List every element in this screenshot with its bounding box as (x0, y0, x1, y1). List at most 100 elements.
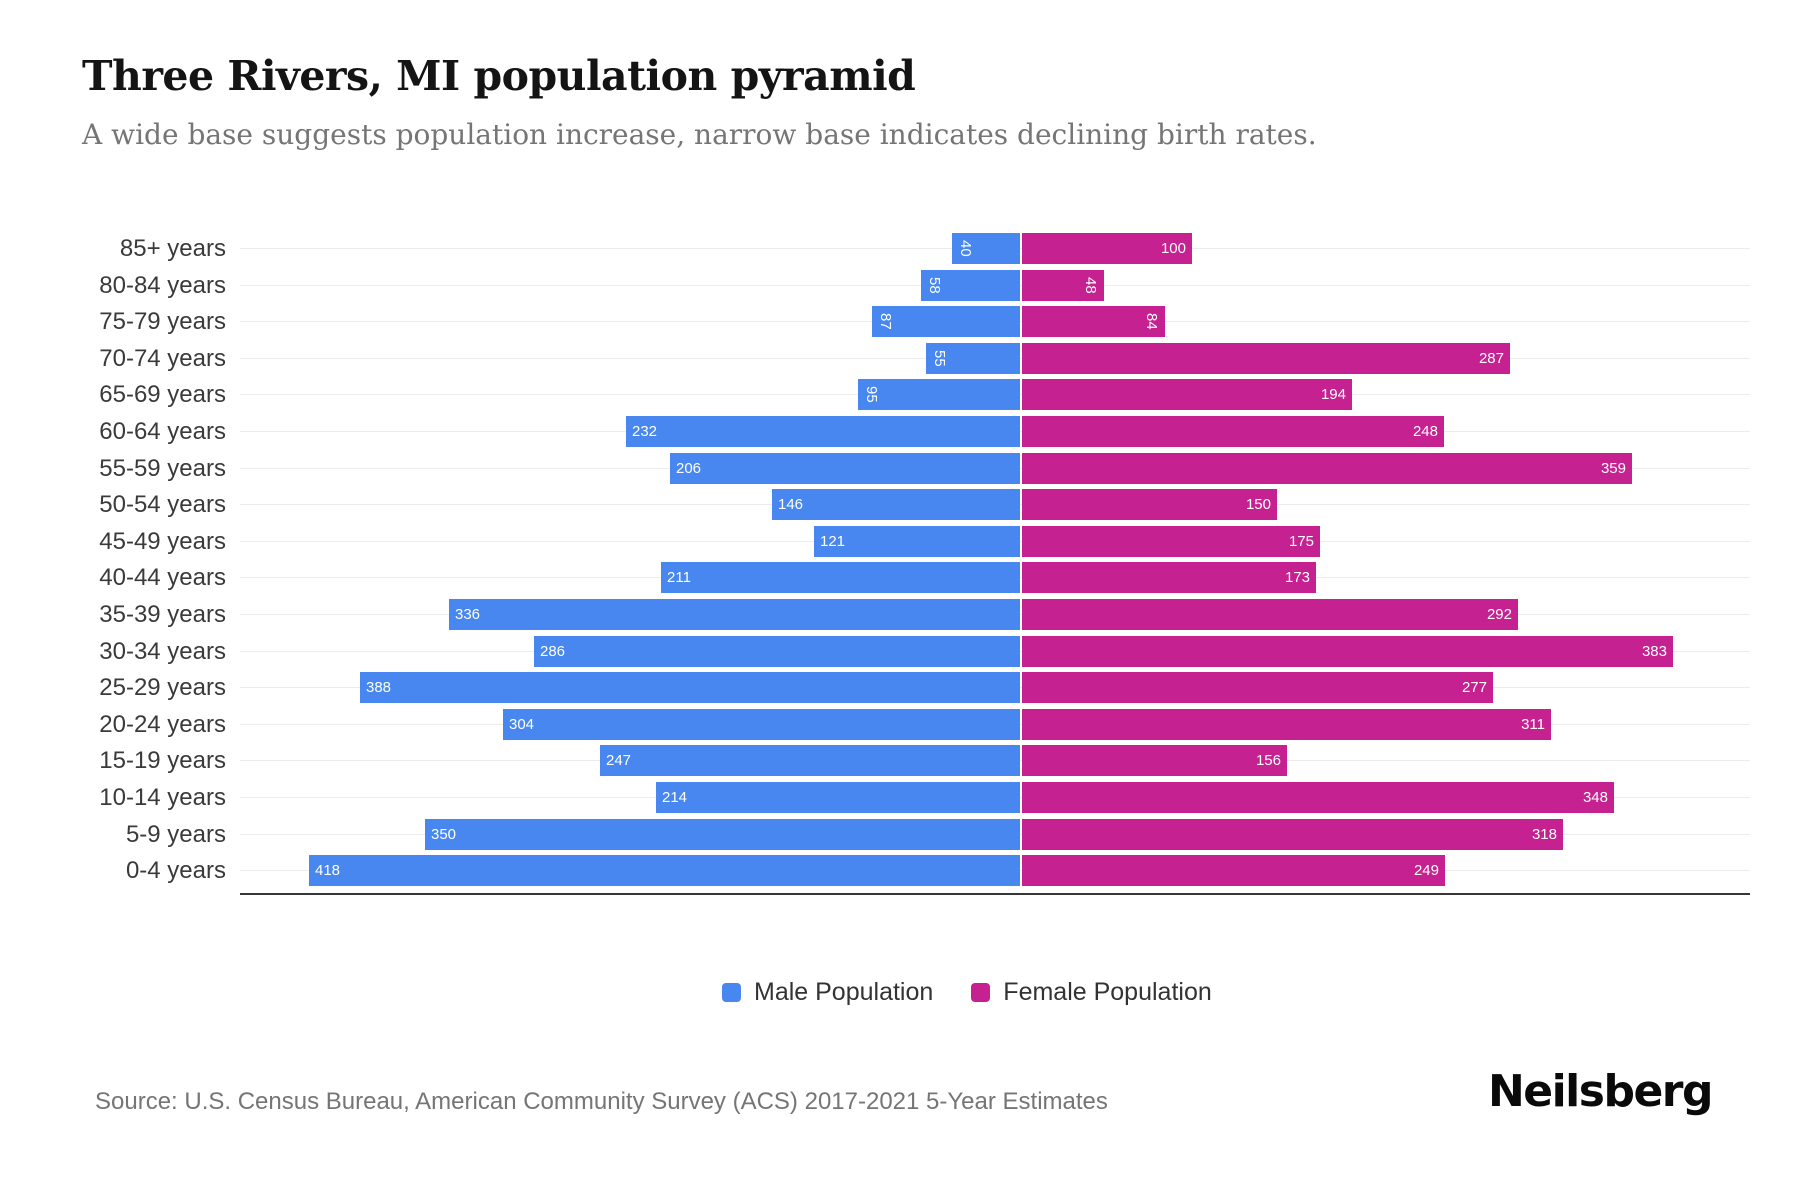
male-bar: 146 (772, 489, 1020, 520)
bar-area: 121 175 (240, 526, 1750, 557)
bar-area: 388 277 (240, 672, 1750, 703)
male-bar-value: 214 (662, 789, 688, 806)
female-bar: 249 (1022, 855, 1445, 886)
male-bar-value: 206 (676, 460, 702, 477)
male-bar-value: 418 (315, 862, 341, 879)
female-bar-value: 318 (1531, 826, 1557, 843)
male-bar-value: 40 (957, 240, 974, 257)
bar-area: 418 249 (240, 855, 1750, 886)
bar-area: 206 359 (240, 453, 1750, 484)
male-bar-value: 58 (926, 277, 943, 294)
male-bar: 286 (534, 636, 1020, 667)
male-bar: 58 (921, 270, 1020, 301)
x-axis-line (240, 893, 1750, 895)
bar-area: 95 194 (240, 379, 1750, 410)
female-bar: 311 (1022, 709, 1551, 740)
pyramid-row: 65-69 years 95 194 (82, 379, 1750, 416)
male-bar-value: 286 (540, 643, 566, 660)
y-axis-label: 65-69 years (99, 381, 226, 408)
legend-item-male[interactable]: Male Population (722, 978, 933, 1007)
male-bar: 121 (814, 526, 1020, 557)
male-bar-value: 304 (509, 716, 535, 733)
y-axis-label: 0-4 years (125, 857, 226, 884)
male-bar: 388 (360, 672, 1020, 703)
male-bar-value: 55 (931, 350, 948, 367)
y-axis-label: 30-34 years (99, 638, 226, 665)
male-bar: 304 (503, 709, 1020, 740)
female-bar: 48 (1022, 270, 1104, 301)
female-bar: 156 (1022, 745, 1287, 776)
pyramid-row: 85+ years 40 100 (82, 233, 1750, 270)
female-bar-value: 84 (1143, 313, 1160, 330)
pyramid-row: 55-59 years 206 359 (82, 453, 1750, 490)
female-bar-value: 287 (1478, 350, 1504, 367)
male-bar: 232 (626, 416, 1020, 447)
male-bar-value: 336 (455, 606, 481, 623)
pyramid-row: 25-29 years 388 277 (82, 672, 1750, 709)
male-bar: 214 (656, 782, 1020, 813)
bar-area: 336 292 (240, 599, 1750, 630)
y-axis-label: 70-74 years (99, 345, 226, 372)
y-axis-label: 15-19 years (99, 747, 226, 774)
pyramid-row: 45-49 years 121 175 (82, 526, 1750, 563)
male-bar-value: 87 (877, 313, 894, 330)
female-bar-value: 175 (1288, 533, 1314, 550)
brand-logo: Neilsberg (1487, 1066, 1714, 1117)
female-bar: 348 (1022, 782, 1614, 813)
bar-area: 232 248 (240, 416, 1750, 447)
male-bar: 211 (661, 562, 1020, 593)
female-bar-value: 249 (1413, 862, 1439, 879)
male-bar-value: 211 (667, 569, 691, 586)
bar-area: 211 173 (240, 562, 1750, 593)
y-axis-label: 55-59 years (99, 455, 226, 482)
bar-area: 58 48 (240, 270, 1750, 301)
pyramid-row: 50-54 years 146 150 (82, 489, 1750, 526)
male-bar: 350 (425, 819, 1020, 850)
bar-area: 87 84 (240, 306, 1750, 337)
male-bar: 55 (926, 343, 1020, 374)
female-bar-value: 277 (1461, 679, 1487, 696)
female-bar: 194 (1022, 379, 1352, 410)
female-bar: 100 (1022, 233, 1192, 264)
pyramid-row: 0-4 years 418 249 (82, 855, 1750, 892)
female-bar: 359 (1022, 453, 1632, 484)
pyramid-row: 30-34 years 286 383 (82, 636, 1750, 673)
male-bar: 40 (952, 233, 1020, 264)
female-bar: 84 (1022, 306, 1165, 337)
female-bar: 318 (1022, 819, 1563, 850)
male-bar: 95 (858, 379, 1020, 410)
legend-male-label: Male Population (754, 978, 934, 1006)
female-bar-value: 100 (1160, 240, 1186, 257)
female-bar: 175 (1022, 526, 1320, 557)
legend-item-female[interactable]: Female Population (971, 978, 1212, 1007)
female-bar: 287 (1022, 343, 1510, 374)
source-text: Source: U.S. Census Bureau, American Com… (95, 1088, 1108, 1115)
chart-title: Three Rivers, MI population pyramid (82, 52, 916, 100)
bar-area: 286 383 (240, 636, 1750, 667)
pyramid-row: 60-64 years 232 248 (82, 416, 1750, 453)
pyramid-row: 70-74 years 55 287 (82, 343, 1750, 380)
female-bar: 277 (1022, 672, 1493, 703)
female-bar-value: 383 (1641, 643, 1667, 660)
bar-area: 350 318 (240, 819, 1750, 850)
legend: Male Population Female Population (722, 978, 1212, 1007)
pyramid-row: 20-24 years 304 311 (82, 709, 1750, 746)
pyramid-row: 35-39 years 336 292 (82, 599, 1750, 636)
bar-area: 304 311 (240, 709, 1750, 740)
y-axis-label: 35-39 years (99, 601, 226, 628)
bar-area: 247 156 (240, 745, 1750, 776)
legend-female-label: Female Population (1003, 978, 1212, 1006)
y-axis-label: 40-44 years (99, 564, 226, 591)
male-bar-value: 388 (366, 679, 392, 696)
chart-subtitle: A wide base suggests population increase… (82, 118, 1317, 151)
y-axis-label: 45-49 years (99, 528, 226, 555)
pyramid-row: 15-19 years 247 156 (82, 745, 1750, 782)
y-axis-label: 10-14 years (99, 784, 226, 811)
female-bar-value: 348 (1582, 789, 1608, 806)
female-bar: 150 (1022, 489, 1277, 520)
bar-area: 40 100 (240, 233, 1750, 264)
y-axis-label: 60-64 years (99, 418, 226, 445)
y-axis-label: 5-9 years (125, 821, 226, 848)
female-bar-value: 173 (1284, 569, 1310, 586)
